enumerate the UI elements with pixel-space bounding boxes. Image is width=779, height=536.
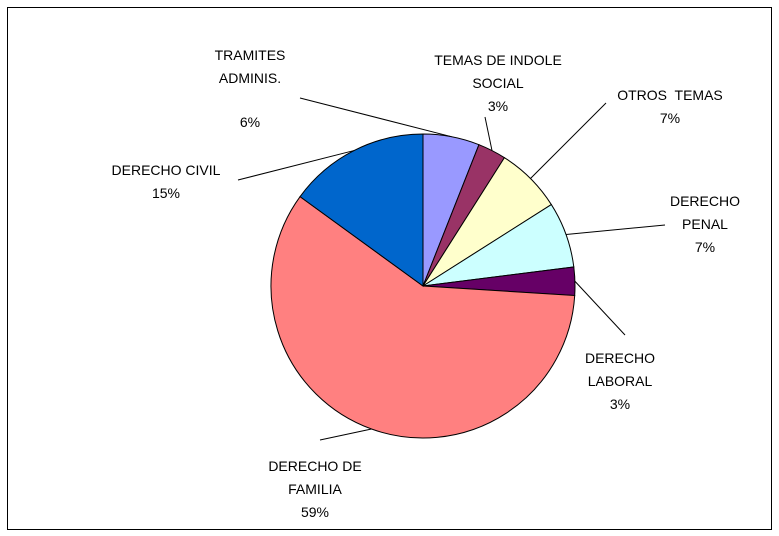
category-label: DERECHO CIVIL <box>111 162 221 178</box>
slice-label: DERECHO CIVIL 15% <box>91 159 241 205</box>
value-label: 15% <box>151 185 181 201</box>
value-label: 3% <box>609 396 631 412</box>
value-label: 6% <box>239 114 261 130</box>
category-label: TRAMITES ADMINIS. <box>214 47 289 86</box>
category-label: TEMAS DE INDOLE SOCIAL <box>434 52 566 91</box>
category-label: DERECHO DE FAMILIA <box>268 458 366 497</box>
value-label: 59% <box>300 504 330 520</box>
leader-line <box>319 428 372 441</box>
value-label: 7% <box>694 239 716 255</box>
slice-label: DERECHO LABORAL 3% <box>570 347 670 416</box>
leader-line <box>484 116 493 151</box>
slice-label: DERECHO DE FAMILIA 59% <box>260 455 370 524</box>
pie-slice <box>270 195 576 439</box>
slice-label: TEMAS DE INDOLE SOCIAL 3% <box>428 49 568 118</box>
category-label: OTROS TEMAS <box>617 87 723 103</box>
category-label: DERECHO LABORAL <box>584 350 659 389</box>
leader-line <box>565 224 666 236</box>
category-label: DERECHO PENAL <box>669 193 744 232</box>
leader-line <box>574 280 626 336</box>
leader-line <box>530 102 607 179</box>
value-label: 7% <box>659 110 681 126</box>
leader-line <box>299 97 452 138</box>
slice-label: DERECHO PENAL 7% <box>660 190 750 259</box>
leader-line <box>237 150 355 181</box>
slice-label: TRAMITES ADMINIS. 6% <box>195 44 305 134</box>
value-label: 3% <box>487 98 509 114</box>
slice-label: OTROS TEMAS 7% <box>610 84 730 130</box>
